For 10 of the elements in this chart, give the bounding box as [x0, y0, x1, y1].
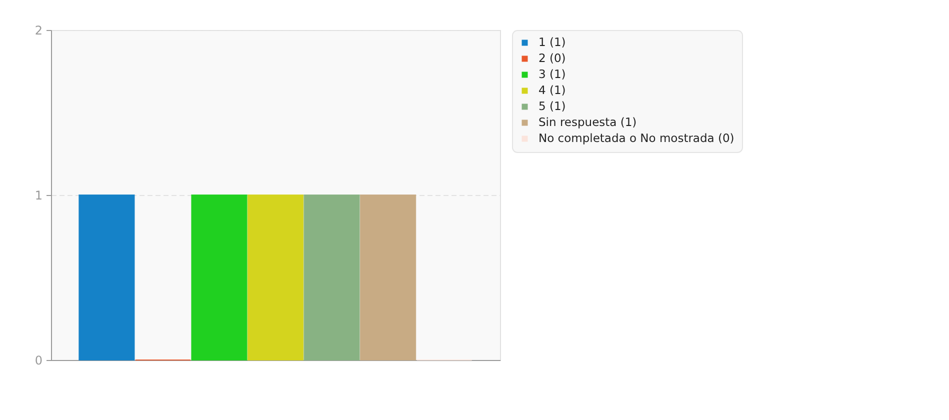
legend-label: 5 (1) — [538, 98, 566, 113]
legend-label: No completada o No mostrada (0) — [538, 130, 734, 145]
y-tick-label: 1 — [34, 188, 42, 202]
legend-label: Sin respuesta (1) — [538, 114, 637, 129]
y-tick-label: 0 — [34, 354, 42, 368]
legend-label: 4 (1) — [538, 82, 566, 97]
legend-label: 1 (1) — [538, 34, 566, 49]
y-tick-label: 2 — [34, 24, 42, 38]
legend-label: 2 (0) — [538, 50, 566, 65]
legend-label: 3 (1) — [538, 66, 566, 81]
